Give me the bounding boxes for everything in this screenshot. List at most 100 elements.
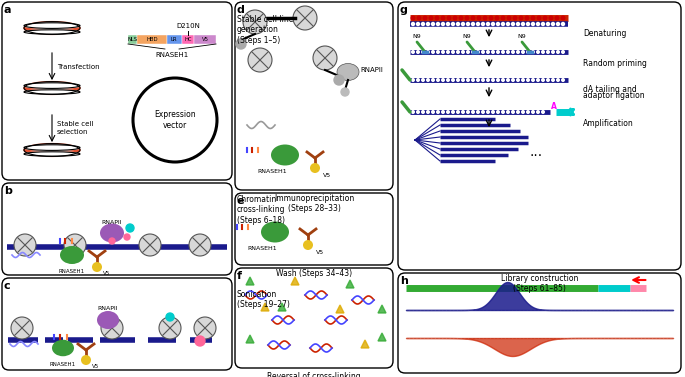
Circle shape bbox=[477, 16, 481, 20]
Text: Stable cell
selection: Stable cell selection bbox=[57, 121, 93, 135]
FancyBboxPatch shape bbox=[2, 2, 232, 180]
Circle shape bbox=[527, 23, 530, 26]
Circle shape bbox=[462, 51, 464, 53]
Circle shape bbox=[447, 51, 449, 53]
Text: g: g bbox=[400, 5, 408, 15]
Circle shape bbox=[543, 16, 547, 20]
Text: RNAPII: RNAPII bbox=[360, 67, 383, 73]
Bar bbox=[166, 35, 182, 44]
Circle shape bbox=[412, 111, 414, 113]
Circle shape bbox=[557, 79, 559, 81]
Circle shape bbox=[547, 51, 549, 53]
Circle shape bbox=[537, 79, 539, 81]
Text: RNASEH1: RNASEH1 bbox=[155, 52, 188, 58]
Text: f: f bbox=[237, 271, 242, 281]
Bar bbox=[128, 35, 137, 44]
Circle shape bbox=[531, 16, 535, 20]
Ellipse shape bbox=[24, 21, 80, 34]
Text: RNASEH1: RNASEH1 bbox=[59, 269, 85, 274]
Text: dA tailing and: dA tailing and bbox=[583, 84, 637, 93]
Text: V5: V5 bbox=[92, 364, 99, 369]
Circle shape bbox=[11, 317, 33, 339]
Circle shape bbox=[542, 51, 545, 53]
FancyBboxPatch shape bbox=[398, 273, 681, 373]
Circle shape bbox=[139, 234, 161, 256]
Text: Reversal of cross-linking
and hybrid purification
(Steps 44–60): Reversal of cross-linking and hybrid pur… bbox=[267, 372, 361, 377]
Circle shape bbox=[501, 79, 504, 81]
Circle shape bbox=[527, 111, 530, 113]
Circle shape bbox=[549, 16, 553, 20]
Circle shape bbox=[432, 79, 434, 81]
Circle shape bbox=[451, 111, 454, 113]
Polygon shape bbox=[246, 277, 254, 285]
Text: Immunoprecipitation
(Steps 28–33): Immunoprecipitation (Steps 28–33) bbox=[274, 194, 354, 213]
Circle shape bbox=[334, 75, 344, 85]
Circle shape bbox=[536, 23, 540, 26]
Circle shape bbox=[194, 317, 216, 339]
Circle shape bbox=[447, 23, 449, 26]
Circle shape bbox=[551, 79, 554, 81]
Polygon shape bbox=[246, 335, 254, 343]
Circle shape bbox=[477, 51, 480, 53]
Circle shape bbox=[532, 51, 534, 53]
Circle shape bbox=[512, 51, 514, 53]
Circle shape bbox=[527, 51, 530, 53]
Circle shape bbox=[437, 111, 439, 113]
FancyBboxPatch shape bbox=[2, 278, 232, 370]
Circle shape bbox=[522, 79, 524, 81]
Circle shape bbox=[512, 111, 514, 113]
Circle shape bbox=[486, 23, 490, 26]
Ellipse shape bbox=[24, 145, 80, 150]
Circle shape bbox=[466, 51, 469, 53]
Circle shape bbox=[435, 16, 439, 20]
Circle shape bbox=[527, 79, 530, 81]
Circle shape bbox=[416, 79, 419, 81]
Text: N9: N9 bbox=[462, 34, 471, 39]
Circle shape bbox=[124, 234, 130, 240]
Ellipse shape bbox=[24, 83, 80, 88]
Circle shape bbox=[14, 234, 36, 256]
Circle shape bbox=[487, 111, 489, 113]
Ellipse shape bbox=[97, 311, 119, 329]
Circle shape bbox=[497, 79, 499, 81]
Circle shape bbox=[441, 16, 445, 20]
Circle shape bbox=[412, 51, 414, 53]
Text: c: c bbox=[4, 281, 11, 291]
Circle shape bbox=[542, 111, 545, 113]
Circle shape bbox=[92, 262, 102, 272]
Circle shape bbox=[416, 111, 419, 113]
Polygon shape bbox=[378, 333, 386, 341]
Circle shape bbox=[243, 10, 267, 34]
Circle shape bbox=[489, 16, 493, 20]
Text: Wash (Steps 34–43): Wash (Steps 34–43) bbox=[276, 269, 352, 278]
Circle shape bbox=[507, 79, 510, 81]
Circle shape bbox=[437, 51, 439, 53]
FancyBboxPatch shape bbox=[235, 193, 393, 265]
Circle shape bbox=[547, 23, 549, 26]
Circle shape bbox=[457, 51, 460, 53]
Circle shape bbox=[456, 23, 460, 26]
Text: Denaturing: Denaturing bbox=[583, 29, 626, 37]
Text: N9: N9 bbox=[412, 34, 421, 39]
Ellipse shape bbox=[24, 144, 80, 156]
Ellipse shape bbox=[24, 30, 80, 34]
Text: HC: HC bbox=[184, 37, 192, 42]
Text: LR: LR bbox=[171, 37, 177, 42]
Ellipse shape bbox=[24, 23, 80, 28]
Text: e: e bbox=[237, 196, 245, 206]
Circle shape bbox=[466, 79, 469, 81]
Circle shape bbox=[459, 16, 463, 20]
Circle shape bbox=[451, 79, 454, 81]
Circle shape bbox=[497, 51, 499, 53]
Circle shape bbox=[166, 313, 174, 321]
Circle shape bbox=[427, 79, 429, 81]
Circle shape bbox=[562, 51, 564, 53]
Circle shape bbox=[561, 16, 565, 20]
Text: Random priming: Random priming bbox=[583, 58, 647, 67]
Circle shape bbox=[487, 79, 489, 81]
Circle shape bbox=[501, 51, 504, 53]
Circle shape bbox=[421, 23, 425, 26]
Bar bbox=[182, 35, 194, 44]
Circle shape bbox=[471, 16, 475, 20]
Text: RNASEH1: RNASEH1 bbox=[247, 246, 277, 251]
